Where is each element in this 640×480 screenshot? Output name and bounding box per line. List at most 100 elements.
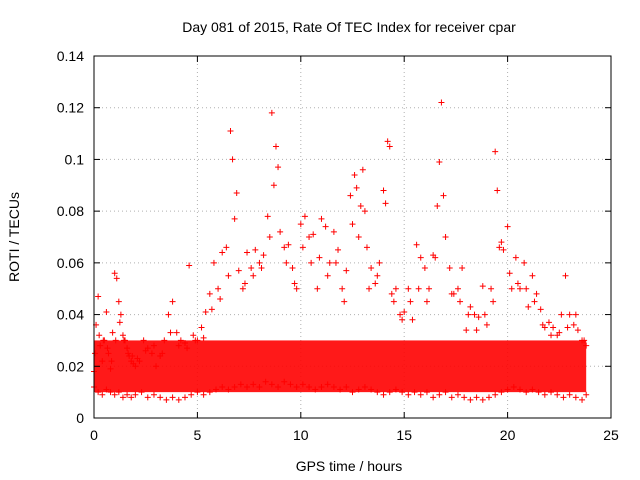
data-point [312, 386, 319, 393]
data-point [120, 337, 127, 344]
data-point [252, 246, 259, 253]
data-point [157, 394, 164, 401]
data-points [91, 99, 590, 403]
data-point [169, 298, 176, 305]
data-point [186, 262, 193, 269]
data-point [440, 192, 447, 199]
data-point [306, 383, 313, 390]
x-tick-label: 25 [603, 427, 619, 443]
data-point [473, 394, 480, 401]
data-point [235, 267, 242, 274]
data-point [438, 99, 445, 106]
data-point [423, 298, 430, 305]
data-point [227, 127, 234, 134]
data-point [210, 259, 217, 266]
data-point [250, 381, 257, 388]
data-point [508, 285, 515, 292]
data-point [574, 327, 581, 334]
data-point [229, 156, 236, 163]
data-point [108, 358, 115, 365]
data-point [481, 311, 488, 318]
data-point [299, 244, 306, 251]
data-point [132, 363, 139, 370]
data-point [272, 143, 279, 150]
data-point [392, 386, 399, 393]
data-point [339, 285, 346, 292]
data-point [310, 231, 317, 238]
data-point [256, 383, 263, 390]
data-point [510, 383, 517, 390]
data-point [256, 259, 263, 266]
data-point [401, 308, 408, 315]
data-point [341, 298, 348, 305]
data-point [343, 383, 350, 390]
data-point [167, 329, 174, 336]
data-point [485, 394, 492, 401]
data-point [368, 265, 375, 272]
data-point [541, 391, 548, 398]
data-point [570, 321, 577, 328]
data-point [475, 314, 482, 321]
data-point [423, 389, 430, 396]
data-point [421, 265, 428, 272]
data-point [140, 337, 147, 344]
data-point [392, 285, 399, 292]
gridlines [94, 56, 611, 418]
data-point [169, 394, 176, 401]
data-point [386, 143, 393, 150]
data-point [562, 272, 569, 279]
data-point [386, 389, 393, 396]
data-point [268, 109, 275, 116]
data-point [415, 285, 422, 292]
data-point [494, 187, 501, 194]
data-point [430, 394, 437, 401]
data-point [380, 391, 387, 398]
data-point [405, 391, 412, 398]
data-point [104, 345, 111, 352]
data-point [138, 389, 145, 396]
data-point [434, 202, 441, 209]
data-point [517, 285, 524, 292]
data-point [128, 394, 135, 401]
data-point [471, 311, 478, 318]
data-point [324, 381, 331, 388]
data-point [161, 337, 168, 344]
data-point [556, 329, 563, 336]
data-point [281, 378, 288, 385]
data-point [213, 386, 220, 393]
data-point [184, 345, 191, 352]
data-point [223, 244, 230, 251]
data-point [297, 221, 304, 228]
data-point [165, 311, 172, 318]
data-point [258, 265, 265, 272]
data-point [215, 285, 222, 292]
data-point [572, 311, 579, 318]
data-point [148, 350, 155, 357]
data-point [457, 298, 464, 305]
data-point [115, 298, 122, 305]
data-point [239, 285, 246, 292]
data-point [270, 182, 277, 189]
data-point [581, 337, 588, 344]
data-point [523, 389, 530, 396]
data-point [351, 171, 358, 178]
data-point [337, 386, 344, 393]
data-point [417, 254, 424, 261]
data-point [409, 316, 416, 323]
data-point [479, 396, 486, 403]
data-point [119, 394, 126, 401]
data-point [95, 293, 102, 300]
y-tick-label: 0.08 [57, 203, 84, 219]
data-point [318, 215, 325, 222]
data-point [473, 327, 480, 334]
data-point [219, 383, 226, 390]
data-point [529, 386, 536, 393]
data-point [397, 311, 404, 318]
data-point [390, 298, 397, 305]
data-point [318, 383, 325, 390]
data-point [241, 280, 248, 287]
data-point [192, 337, 199, 344]
data-point [97, 342, 104, 349]
data-point [535, 389, 542, 396]
